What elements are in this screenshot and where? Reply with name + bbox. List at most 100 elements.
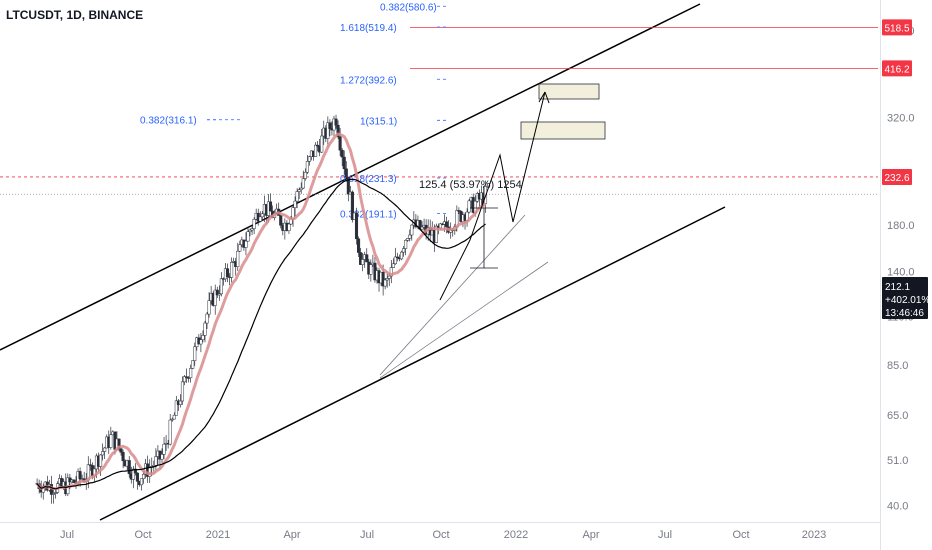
candle-body	[127, 460, 131, 475]
candle-body	[344, 168, 348, 178]
moving-average-black	[36, 178, 486, 490]
candle-body	[445, 221, 449, 228]
candle-body	[109, 434, 113, 448]
candle-body	[336, 124, 340, 138]
candle-body	[297, 189, 301, 192]
price-level-tag	[882, 19, 912, 36]
candle-body	[246, 231, 250, 242]
candle-body	[172, 414, 176, 420]
candle-body	[180, 381, 185, 402]
candle-body	[301, 178, 305, 189]
fib-level-label: 0.382(580.6)	[380, 2, 437, 13]
time-axis-separator	[0, 522, 880, 523]
y-tick-label: 320.0	[887, 112, 915, 124]
x-tick-label: Jul	[360, 529, 374, 541]
price-level-text: 416.2	[884, 64, 909, 75]
candle-body	[168, 419, 172, 445]
candle-body	[170, 418, 174, 421]
current-price-box	[882, 277, 928, 319]
candle-body	[410, 224, 414, 236]
candle-body	[381, 271, 385, 287]
candle-body	[88, 464, 92, 466]
candle-body	[203, 322, 207, 336]
fib-level-label: 0.618(231.3)	[340, 174, 397, 185]
candle-body	[359, 252, 363, 265]
candle-body	[387, 275, 391, 279]
y-tick-label: 51.0	[887, 455, 908, 467]
candle-body	[121, 452, 125, 462]
candle-body	[400, 251, 404, 260]
candle-body	[320, 135, 324, 153]
price-level-text: 518.5	[884, 23, 909, 34]
channel-lower-line	[99, 206, 726, 521]
candle-body	[385, 278, 389, 281]
candle-body	[236, 250, 240, 268]
inner-channel-upper	[379, 214, 526, 376]
candle-body	[51, 493, 56, 495]
candle-body	[404, 240, 408, 249]
candle-body	[457, 210, 461, 212]
current-price-text: 13:46:46	[885, 308, 924, 319]
candle-body	[139, 478, 144, 486]
candle-body	[342, 156, 346, 170]
candle-body	[53, 492, 58, 494]
candle-body	[178, 400, 182, 405]
inner-channel-lower	[379, 261, 549, 379]
fib-level-label: 0.382(191.1)	[340, 210, 397, 221]
candle-body	[189, 368, 193, 379]
candle-body	[287, 223, 291, 231]
candle-body	[207, 300, 211, 315]
x-tick-label: 2022	[504, 529, 528, 541]
candle-body	[217, 293, 221, 296]
candle-body	[467, 200, 471, 213]
candle-body	[238, 244, 242, 252]
candle-body	[250, 228, 254, 231]
x-tick-label: Jul	[658, 529, 672, 541]
candle-body	[365, 254, 369, 263]
candle-body	[174, 400, 178, 416]
candle-body	[244, 240, 248, 248]
target-box-upper	[538, 83, 600, 100]
measure-label: 125.4 (53.97%) 1254	[419, 179, 522, 191]
candle-body	[420, 226, 424, 230]
candle-body	[391, 263, 395, 268]
candle-body	[299, 187, 303, 190]
fib-level-label: 1.618(519.4)	[340, 23, 397, 34]
projection-path	[439, 91, 546, 301]
fib-level-label: 0.382(316.1)	[140, 116, 197, 127]
x-tick-label: Oct	[432, 529, 449, 541]
candle-body	[119, 448, 123, 453]
candle-body	[103, 447, 107, 452]
candle-body	[248, 229, 252, 232]
x-tick-label: Jul	[60, 529, 74, 541]
y-tick-label: 40.0	[887, 500, 908, 512]
candle-body	[252, 219, 256, 229]
candle-body	[305, 161, 309, 173]
candle-body	[99, 454, 103, 467]
projection-arrowhead	[538, 91, 550, 104]
candle-body	[350, 191, 354, 220]
candle-body	[354, 212, 359, 240]
candle-body	[307, 156, 311, 162]
candle-body	[215, 289, 219, 296]
candle-body	[154, 456, 158, 466]
candle-body	[260, 213, 264, 218]
candle-body	[340, 149, 344, 158]
candle-body	[191, 360, 195, 369]
candle-body	[279, 215, 283, 226]
candle-body	[293, 200, 297, 208]
price-axis-separator	[880, 0, 881, 550]
candle-body	[78, 471, 82, 480]
candle-body	[199, 339, 203, 345]
candle-body	[187, 377, 191, 379]
candle-body	[402, 248, 406, 253]
candle-body	[408, 234, 412, 239]
candle-body	[72, 479, 76, 483]
candle-body	[219, 278, 223, 295]
current-price-text: 212.1	[885, 282, 910, 293]
candle-body	[230, 262, 234, 278]
price-level-tag	[882, 60, 912, 77]
price-level-tag	[882, 168, 912, 185]
candle-body	[393, 256, 397, 265]
